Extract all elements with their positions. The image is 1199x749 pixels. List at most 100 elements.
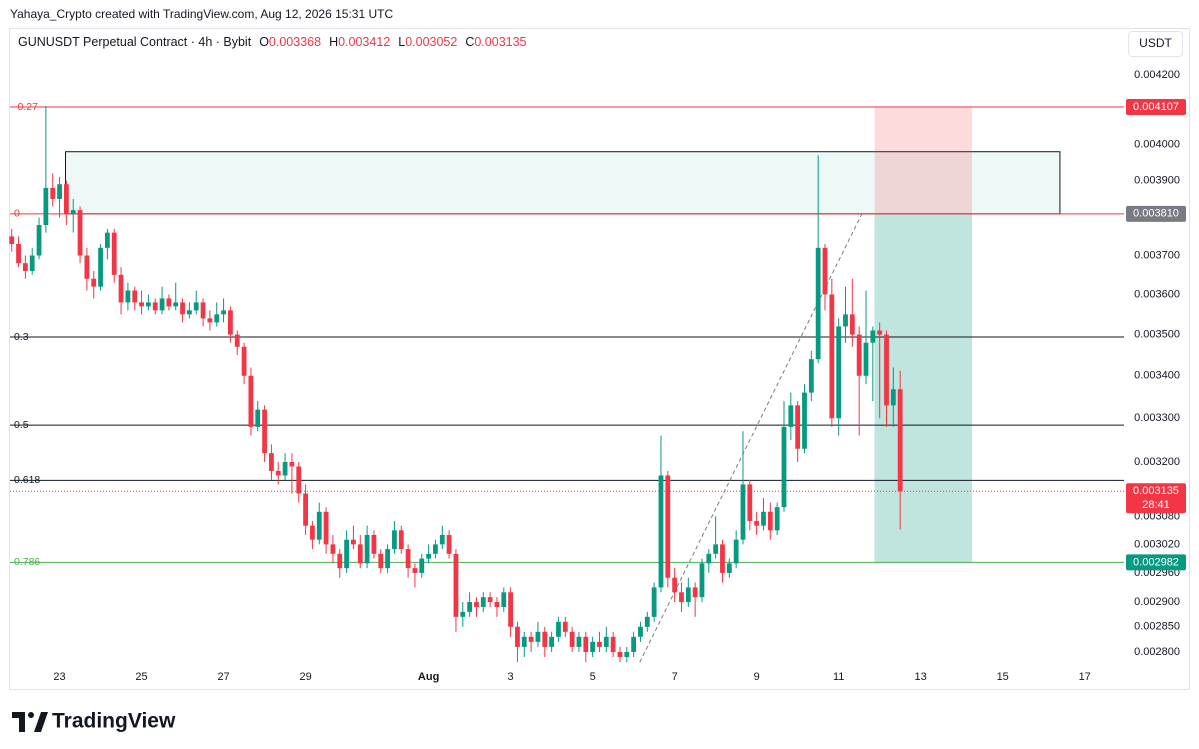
candle-body [262,409,267,454]
x-tick-label: 23 [53,671,65,683]
candle-body [351,539,356,545]
ohlc-label: L [398,35,405,49]
fib-label: -0.27 [14,101,38,113]
candle-body [617,651,623,658]
candle-body [549,636,555,647]
candle-body [487,597,493,603]
candle-body [890,389,896,406]
candle-body [36,225,42,256]
candle-body [104,232,110,248]
ohlc-value: 0.003135 [474,35,526,49]
currency[interactable]: USDT [1139,36,1172,50]
candle-body [562,621,568,632]
candle-body [214,314,220,323]
candle-body [357,544,363,564]
y-tick-label: 0.003400 [1134,370,1180,382]
candle-body [91,278,97,287]
candle-body [624,651,630,658]
candle-body [706,553,712,564]
x-tick-label: 13 [915,671,927,683]
candle-body [111,232,117,275]
candle-body [740,484,746,540]
y-tick-label: 0.003600 [1134,288,1180,300]
fib-label: 0.618 [14,474,40,486]
candle-body [521,636,527,647]
x-tick-label: Aug [418,671,439,683]
candle-body [282,462,288,476]
candle-body [474,602,479,607]
fib-label: 0.3 [14,331,29,343]
candle-body [897,389,903,492]
candle-body [685,587,691,603]
candle-body [426,553,432,559]
candle-body [863,342,869,376]
zone [65,151,1061,215]
candle-body [501,592,507,607]
attribution: Yahaya_Crypto created with TradingView.c… [10,7,393,21]
candle-body [16,244,21,264]
candle-body [316,511,322,540]
candle-body [460,611,466,617]
y-tick-label: 0.003900 [1134,175,1180,187]
price-badge-label: 0.003810 [1133,208,1179,220]
candle-body [392,530,397,550]
logo-text: TradingView [52,710,176,733]
candle-body [29,255,35,271]
y-tick-label: 0.003500 [1134,328,1180,340]
candle-body [173,302,179,307]
candle-body [371,534,377,554]
ohlc-label: H [329,35,338,49]
ohlc-label: O [259,35,269,49]
logo-icon [28,712,34,718]
candle-body [754,521,760,526]
candle-body [275,470,281,476]
countdown: 28:41 [1142,499,1170,511]
candle-body [480,597,486,607]
candle-body [385,549,390,569]
candle-body [494,602,500,607]
candle-body [822,247,828,295]
x-tick-label: 7 [672,671,678,683]
candle-body [767,511,773,531]
y-tick-label: 0.003020 [1134,538,1180,550]
candle-body [419,558,425,573]
candle-body [289,462,295,467]
candle-body [228,310,233,335]
candle-body [515,626,520,647]
logo: TradingView [12,710,176,733]
ohlc-value: 0.003052 [405,35,457,49]
candle-body [726,563,732,573]
ohlc-value: 0.003368 [269,35,321,49]
candle-body [193,302,199,311]
candle-body [576,636,582,647]
candle-body [788,405,794,427]
candle-body [98,247,103,287]
logo-icon [12,712,48,732]
symbol: GUNUSDT Perpetual Contract · 4h · Bybit [18,35,252,49]
candle-body [597,641,602,647]
candle-body [269,453,274,471]
legend: GUNUSDT Perpetual Contract · 4h · Bybit O… [18,35,527,49]
stop-area [874,107,972,214]
candle-body [412,568,418,573]
candle-body [679,592,684,603]
candle-body [843,314,848,327]
candle-body [118,274,124,303]
candle-body [207,318,213,323]
x-tick-label: 9 [754,671,760,683]
candle-body [829,294,835,419]
candle-body [802,392,807,449]
fib-label: 0.786 [14,556,40,568]
candle-body [603,636,609,647]
candle-body [234,334,240,347]
y-tick-label: 0.004000 [1134,138,1180,150]
candle-body [50,187,56,199]
candle-body [774,507,780,531]
candle-body [70,210,76,214]
candle-body [180,302,185,315]
candle-body [248,375,254,427]
currency-button[interactable] [1128,31,1183,57]
price-badge-label: 0.004107 [1133,101,1179,113]
